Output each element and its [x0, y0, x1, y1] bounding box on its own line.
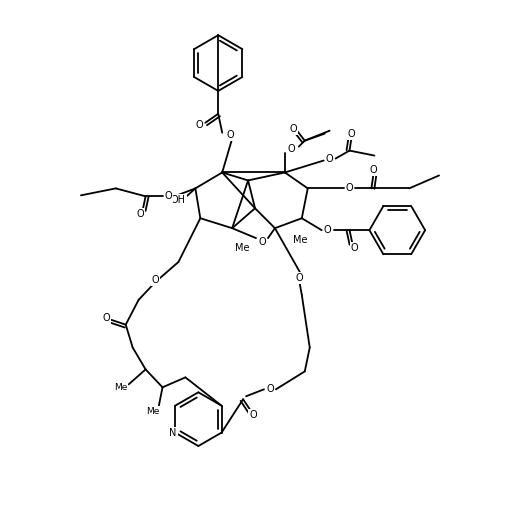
Text: Me: Me	[292, 235, 307, 245]
Text: O: O	[289, 124, 297, 134]
Text: Me: Me	[114, 383, 128, 392]
Text: O: O	[102, 313, 110, 323]
Text: O: O	[346, 183, 354, 193]
Text: O: O	[152, 275, 160, 285]
Text: Me: Me	[235, 243, 249, 253]
Text: O: O	[370, 165, 377, 175]
Text: OH: OH	[171, 195, 186, 205]
Text: O: O	[249, 410, 257, 420]
Text: O: O	[326, 153, 334, 163]
Text: Me: Me	[146, 407, 160, 416]
Text: O: O	[287, 144, 294, 153]
Text: O: O	[226, 129, 234, 140]
Text: O: O	[165, 192, 172, 201]
Text: O: O	[266, 384, 274, 394]
Text: O: O	[196, 120, 203, 130]
Text: O: O	[296, 273, 304, 283]
Text: N: N	[169, 428, 177, 437]
Text: O: O	[258, 237, 266, 247]
Text: O: O	[351, 243, 358, 253]
Text: O: O	[137, 209, 144, 219]
Text: O: O	[348, 129, 355, 139]
Text: O: O	[324, 225, 332, 235]
